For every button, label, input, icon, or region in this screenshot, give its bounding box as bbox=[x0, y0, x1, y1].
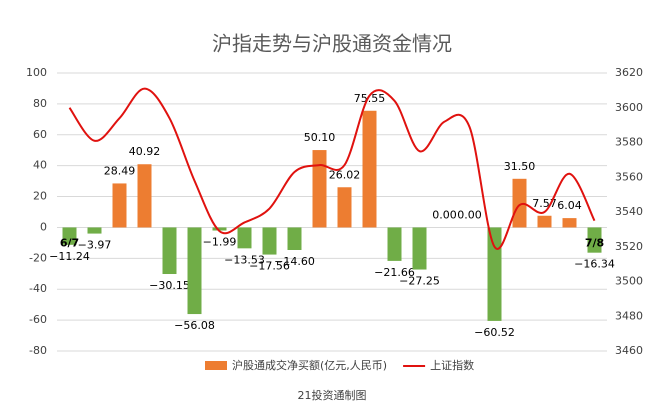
y2-tick-label: 3600 bbox=[615, 101, 643, 114]
bar bbox=[412, 227, 427, 270]
y-tick-label: 60 bbox=[33, 128, 47, 141]
bar bbox=[62, 227, 77, 245]
bar bbox=[537, 215, 552, 228]
bar bbox=[312, 150, 327, 228]
data-label: −16.34 bbox=[574, 258, 615, 271]
y-tick-label: -40 bbox=[29, 282, 47, 295]
data-label: −56.08 bbox=[174, 319, 215, 332]
bar bbox=[487, 227, 502, 321]
data-label: −60.52 bbox=[474, 326, 515, 339]
data-label: −17.56 bbox=[249, 260, 290, 273]
y2-tick-label: 3580 bbox=[615, 136, 643, 149]
bar bbox=[212, 227, 227, 231]
bar bbox=[587, 227, 602, 253]
bar bbox=[187, 227, 202, 315]
y-tick-label: 100 bbox=[26, 66, 47, 79]
bar bbox=[287, 227, 302, 250]
y2-tick-label: 3520 bbox=[615, 240, 643, 253]
bar bbox=[562, 218, 577, 228]
data-label: 40.92 bbox=[129, 145, 161, 158]
data-label: 50.10 bbox=[304, 131, 336, 144]
data-label: 7.57 bbox=[532, 197, 557, 210]
y-tick-label: 80 bbox=[33, 97, 47, 110]
y-tick-label: -20 bbox=[29, 251, 47, 264]
bar bbox=[362, 110, 377, 228]
bar bbox=[337, 187, 352, 228]
line bbox=[68, 87, 596, 250]
legend-label: 上证指数 bbox=[430, 358, 474, 372]
source: 21投资通制图 bbox=[298, 388, 367, 402]
data-label: 75.55 bbox=[354, 92, 386, 105]
data-label: −3.97 bbox=[78, 239, 112, 252]
y-tick-label: 20 bbox=[33, 190, 47, 203]
bar bbox=[137, 164, 152, 228]
y-tick-label: -60 bbox=[29, 313, 47, 326]
data-label: 28.49 bbox=[104, 164, 136, 177]
y2-tick-label: 3460 bbox=[615, 344, 643, 357]
bar bbox=[87, 227, 102, 234]
data-label: −14.60 bbox=[274, 255, 315, 268]
data-label: −13.53 bbox=[224, 253, 265, 266]
bar bbox=[512, 178, 527, 228]
y2-tick-label: 3560 bbox=[615, 170, 643, 183]
bar bbox=[237, 227, 252, 249]
data-label: 31.50 bbox=[504, 160, 536, 173]
data-label: −1.99 bbox=[203, 236, 237, 249]
y-tick-label: 0 bbox=[40, 220, 47, 233]
y2-tick-label: 3500 bbox=[615, 275, 643, 288]
data-label: 6.04 bbox=[557, 199, 582, 212]
bar bbox=[162, 227, 177, 275]
chart-title: 沪指走势与沪股通资金情况 bbox=[212, 32, 452, 56]
data-label: −30.15 bbox=[149, 279, 190, 292]
legend-label: 沪股通成交净买额(亿元,人民币) bbox=[232, 358, 387, 372]
x-tick-label: 7/8 bbox=[585, 236, 604, 249]
legend-swatch bbox=[205, 361, 227, 370]
y2-tick-label: 3620 bbox=[615, 66, 643, 79]
data-label: −21.66 bbox=[374, 266, 415, 279]
data-label: 26.02 bbox=[329, 168, 361, 181]
y-tick-label: 40 bbox=[33, 159, 47, 172]
data-label: 0.00 bbox=[457, 208, 482, 221]
bar bbox=[112, 183, 127, 228]
bar bbox=[262, 227, 277, 255]
y-tick-label: -80 bbox=[29, 344, 47, 357]
data-label: −27.25 bbox=[399, 275, 440, 288]
data-label: 0.00 bbox=[432, 208, 457, 221]
bar bbox=[387, 227, 402, 261]
x-tick-label: 6/7 bbox=[60, 236, 79, 249]
y2-tick-label: 3540 bbox=[615, 205, 643, 218]
y2-tick-label: 3480 bbox=[615, 309, 643, 322]
data-label: −11.24 bbox=[49, 250, 90, 263]
